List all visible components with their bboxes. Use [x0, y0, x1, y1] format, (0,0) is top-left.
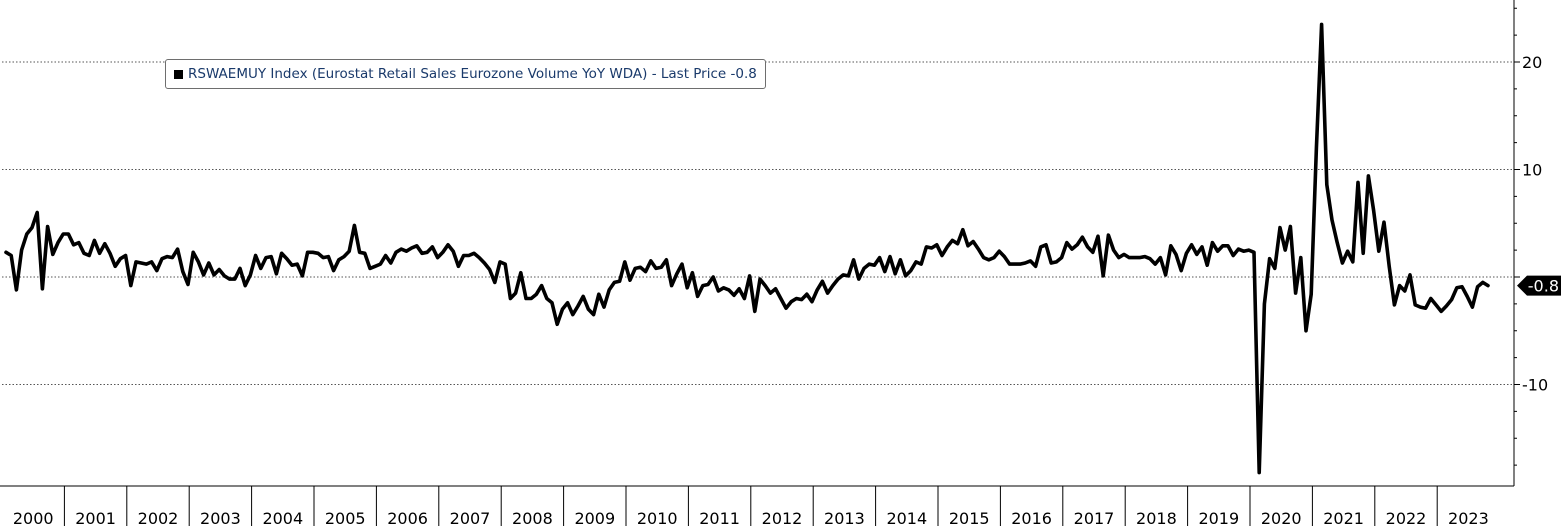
- x-tick-label-2010: 2010: [637, 509, 678, 526]
- legend-swatch: [174, 69, 183, 79]
- x-tick-label-2008: 2008: [512, 509, 553, 526]
- x-tick-label-2006: 2006: [387, 509, 428, 526]
- x-tick-label-2009: 2009: [574, 509, 615, 526]
- x-tick-label-2017: 2017: [1074, 509, 1115, 526]
- legend-label: RSWAEMUY Index (Eurostat Retail Sales Eu…: [188, 66, 757, 82]
- legend: RSWAEMUY Index (Eurostat Retail Sales Eu…: [165, 59, 766, 89]
- x-tick-label-2005: 2005: [325, 509, 366, 526]
- x-tick-label-2019: 2019: [1198, 509, 1239, 526]
- x-tick-label-2012: 2012: [762, 509, 803, 526]
- y-tick-label: -10: [1522, 376, 1548, 395]
- x-tick-label-2004: 2004: [262, 509, 303, 526]
- x-tick-label-2020: 2020: [1261, 509, 1302, 526]
- x-tick-label-2001: 2001: [75, 509, 116, 526]
- x-tick-label-2013: 2013: [824, 509, 865, 526]
- last-price-label: -0.8: [1528, 277, 1559, 296]
- x-tick-label-2021: 2021: [1323, 509, 1364, 526]
- x-tick-label-2016: 2016: [1011, 509, 1052, 526]
- x-tick-label-2007: 2007: [450, 509, 491, 526]
- x-tick-label-2002: 2002: [138, 509, 179, 526]
- x-tick-label-2003: 2003: [200, 509, 241, 526]
- x-tick-label-2014: 2014: [886, 509, 927, 526]
- last-price-marker: -0.8: [1517, 275, 1561, 296]
- x-tick-label-2022: 2022: [1386, 509, 1427, 526]
- x-tick-label-2011: 2011: [699, 509, 740, 526]
- x-tick-label-2018: 2018: [1136, 509, 1177, 526]
- grid-layer: [2, 61, 1513, 385]
- last-price-tag: [1517, 275, 1561, 296]
- series-line-rswaemuy: [4, 22, 1490, 475]
- series-layer: [4, 22, 1490, 475]
- x-tick-label-2000: 2000: [13, 509, 54, 526]
- x-tick-label-2015: 2015: [949, 509, 990, 526]
- y-tick-label: 20: [1522, 53, 1542, 72]
- y-tick-label: 10: [1522, 161, 1542, 180]
- x-tick-label-2023: 2023: [1448, 509, 1489, 526]
